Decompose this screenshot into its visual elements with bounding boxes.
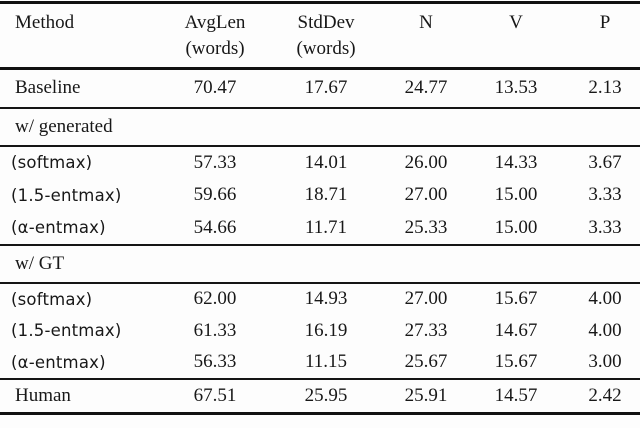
cell-p: 4.00: [588, 288, 622, 309]
cell-n: 25.91: [404, 384, 448, 406]
cell-p: 4.00: [588, 319, 622, 341]
header-stddev-line1: StdDev: [297, 12, 355, 33]
table-header: Method AvgLen (words) StdDev (words) N V…: [0, 2, 640, 69]
column-header-method: Method: [0, 3, 168, 69]
cell-v: 15.67: [494, 351, 538, 372]
section-label-gt: w/ GT: [15, 252, 65, 274]
cell-stddev: 14.93: [304, 288, 348, 309]
table-row-gen-alpha-entmax: (α-entmax) 54.66 11.71 25.33 15.00 3.33: [0, 212, 640, 245]
cell-p: 3.67: [588, 151, 622, 173]
row-method-label: (1.5-entmax): [11, 185, 122, 205]
cell-stddev: 17.67: [304, 77, 348, 99]
cell-avglen: 62.00: [193, 288, 237, 309]
cell-p: 2.42: [588, 384, 622, 406]
table-row-gen-softmax: (softmax) 57.33 14.01 26.00 14.33 3.67: [0, 146, 640, 179]
cell-avglen: 54.66: [193, 216, 237, 238]
row-method-label: (softmax): [11, 153, 93, 172]
column-header-stddev: StdDev (words): [262, 3, 390, 69]
cell-avglen: 67.51: [193, 384, 237, 406]
row-method-label: Baseline: [15, 77, 81, 99]
header-avglen-line1: AvgLen: [184, 12, 246, 33]
cell-v: 14.33: [494, 151, 538, 173]
cell-stddev: 11.71: [304, 216, 348, 238]
header-stddev-line2: (words): [296, 38, 356, 59]
table-row-baseline: Baseline 70.47 17.67 24.77 13.53 2.13: [0, 69, 640, 108]
section-row-generated: w/ generated: [0, 108, 640, 146]
cell-p: 3.33: [588, 216, 622, 238]
cell-n: 27.00: [404, 184, 448, 205]
column-header-n: N: [419, 12, 433, 33]
cell-avglen: 59.66: [193, 184, 237, 205]
section-row-gt: w/ GT: [0, 245, 640, 283]
column-header-p: P: [599, 12, 611, 33]
cell-v: 15.00: [494, 184, 538, 205]
cell-n: 25.33: [404, 216, 448, 238]
row-method-label: (1.5-entmax): [11, 321, 122, 340]
cell-stddev: 25.95: [304, 384, 348, 406]
cell-stddev: 16.19: [304, 319, 348, 341]
table-row-human: Human 67.51 25.95 25.91 14.57 2.42: [0, 379, 640, 414]
section-label-generated: w/ generated: [15, 115, 113, 137]
cell-stddev: 14.01: [304, 151, 348, 173]
header-row: Method AvgLen (words) StdDev (words) N V…: [0, 2, 640, 69]
cell-v: 13.53: [494, 77, 538, 99]
cell-v: 15.67: [494, 288, 538, 309]
cell-p: 3.33: [588, 184, 622, 205]
cell-p: 3.00: [588, 351, 622, 372]
column-header-v: V: [509, 12, 523, 33]
table-row-gen-entmax15: (1.5-entmax) 59.66 18.71 27.00 15.00 3.3…: [0, 179, 640, 212]
table-row-gt-softmax: (softmax) 62.00 14.93 27.00 15.67 4.00: [0, 283, 640, 315]
cell-n: 27.00: [404, 288, 448, 309]
row-method-label: Human: [15, 384, 71, 406]
table-row-gt-entmax15: (1.5-entmax) 61.33 16.19 27.33 14.67 4.0…: [0, 315, 640, 347]
row-method-label: (α-entmax): [11, 218, 106, 237]
cell-v: 14.57: [494, 384, 538, 406]
cell-avglen: 61.33: [193, 319, 237, 341]
cell-v: 14.67: [494, 319, 538, 341]
cell-avglen: 56.33: [193, 351, 237, 372]
cell-n: 24.77: [404, 77, 448, 99]
cell-n: 26.00: [404, 151, 448, 173]
cell-p: 2.13: [588, 77, 622, 99]
results-table: Method AvgLen (words) StdDev (words) N V…: [0, 1, 640, 415]
row-method-label: (softmax): [11, 289, 93, 309]
cell-v: 15.00: [494, 216, 538, 238]
row-method-label: (α-entmax): [11, 352, 106, 372]
cell-n: 25.67: [404, 351, 448, 372]
cell-avglen: 57.33: [193, 151, 237, 173]
header-avglen-line2: (words): [185, 38, 245, 59]
cell-avglen: 70.47: [193, 77, 237, 99]
cell-stddev: 18.71: [304, 184, 348, 205]
table-row-gt-alpha-entmax: (α-entmax) 56.33 11.15 25.67 15.67 3.00: [0, 347, 640, 379]
header-method-label: Method: [15, 12, 75, 33]
column-header-avglen: AvgLen (words): [168, 3, 262, 69]
cell-n: 27.33: [404, 319, 448, 341]
cell-stddev: 11.15: [304, 351, 348, 372]
